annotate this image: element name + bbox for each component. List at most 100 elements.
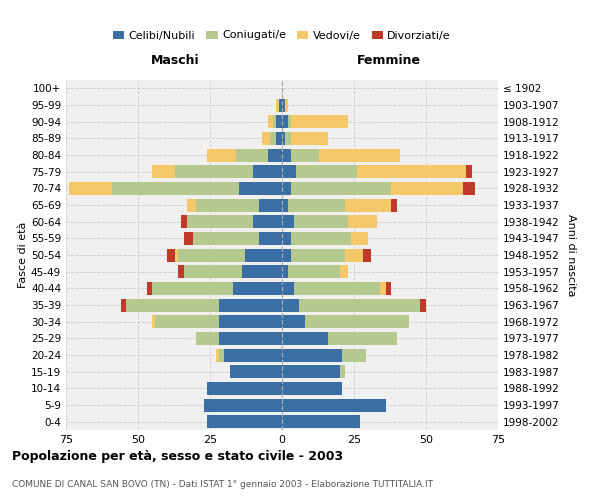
Bar [282,215,293,228]
Bar [152,282,233,295]
Bar [253,165,282,178]
Bar [290,182,391,195]
Y-axis label: Anni di nascita: Anni di nascita [566,214,576,296]
Bar [282,298,299,312]
Bar [69,182,112,195]
Bar [340,365,346,378]
Bar [290,232,351,245]
Bar [305,315,409,328]
Bar [196,198,259,211]
Bar [187,198,196,211]
Bar [259,198,282,211]
Bar [121,298,127,312]
Bar [328,332,397,345]
Bar [187,215,253,228]
Bar [218,315,282,328]
Bar [282,132,285,145]
Bar [282,382,343,395]
Bar [380,282,386,295]
Bar [262,132,271,145]
Bar [343,348,365,362]
Bar [282,365,340,378]
Bar [216,348,218,362]
Y-axis label: Fasce di età: Fasce di età [18,222,28,288]
Bar [268,148,282,162]
Bar [288,265,340,278]
Bar [420,298,426,312]
Bar [175,248,178,262]
Bar [218,332,282,345]
Bar [224,348,282,362]
Bar [346,198,391,211]
Bar [245,248,282,262]
Bar [152,315,155,328]
Bar [351,232,368,245]
Bar [319,148,400,162]
Bar [253,215,282,228]
Bar [463,182,475,195]
Bar [207,415,282,428]
Bar [282,315,305,328]
Bar [239,182,282,195]
Bar [386,282,391,295]
Bar [346,248,362,262]
Bar [288,198,346,211]
Bar [184,232,193,245]
Bar [296,165,357,178]
Bar [290,248,346,262]
Bar [282,148,290,162]
Bar [181,215,187,228]
Bar [290,115,348,128]
Bar [285,98,288,112]
Bar [362,248,371,262]
Text: COMUNE DI CANAL SAN BOVO (TN) - Dati ISTAT 1° gennaio 2003 - Elaborazione TUTTIT: COMUNE DI CANAL SAN BOVO (TN) - Dati IST… [12,480,433,489]
Bar [282,165,296,178]
Text: Femmine: Femmine [356,54,421,66]
Bar [282,115,288,128]
Bar [340,265,348,278]
Bar [259,232,282,245]
Bar [167,248,175,262]
Bar [282,232,290,245]
Bar [146,282,152,295]
Bar [282,282,293,295]
Bar [466,165,472,178]
Bar [178,248,245,262]
Bar [274,115,276,128]
Bar [196,332,218,345]
Text: Popolazione per età, sesso e stato civile - 2003: Popolazione per età, sesso e stato civil… [12,450,343,463]
Bar [184,265,242,278]
Bar [357,165,466,178]
Bar [282,248,290,262]
Text: Maschi: Maschi [151,54,200,66]
Bar [279,98,282,112]
Bar [152,165,175,178]
Bar [193,232,259,245]
Bar [127,298,218,312]
Bar [391,198,397,211]
Bar [282,198,288,211]
Bar [207,382,282,395]
Bar [268,115,274,128]
Bar [112,182,239,195]
Bar [288,115,290,128]
Bar [178,265,184,278]
Bar [293,215,348,228]
Bar [242,265,282,278]
Bar [218,348,224,362]
Bar [207,148,236,162]
Bar [282,98,285,112]
Bar [299,298,420,312]
Bar [348,215,377,228]
Bar [282,182,290,195]
Bar [233,282,282,295]
Bar [391,182,463,195]
Bar [271,132,276,145]
Bar [175,165,253,178]
Bar [282,332,328,345]
Bar [282,398,386,411]
Bar [230,365,282,378]
Bar [285,132,290,145]
Bar [236,148,268,162]
Bar [282,265,288,278]
